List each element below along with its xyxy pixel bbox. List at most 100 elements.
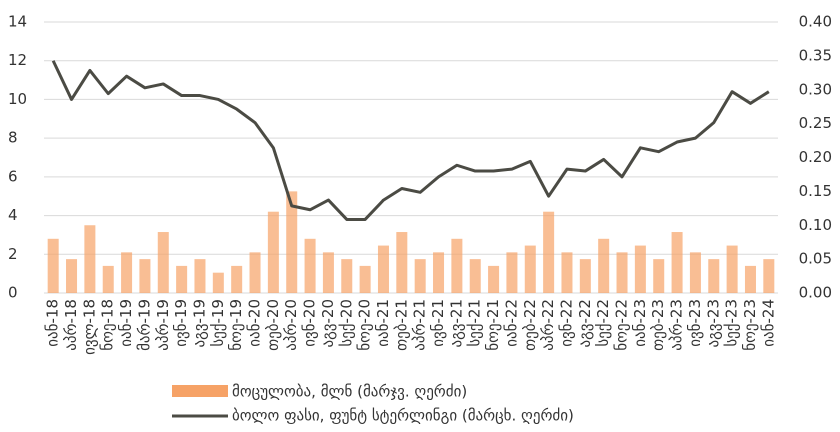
volume-bar (231, 265, 243, 293)
volume-bar (451, 238, 463, 293)
x-tick-label: ნოე-18 (99, 299, 117, 351)
volume-bar (102, 265, 114, 293)
x-tick-label: სექ-21 (466, 299, 484, 347)
y2-tick-label: 0.10 (799, 216, 832, 234)
y2-tick-label: 0.05 (799, 250, 832, 268)
volume-bar (84, 225, 96, 293)
x-tick-label: მარ-19 (135, 299, 153, 351)
volume-bar (469, 259, 481, 293)
x-tick-label: ივნ-22 (557, 299, 575, 347)
y-tick-label: 2 (8, 245, 18, 263)
x-tick-label: თებ-21 (392, 299, 410, 351)
volume-bar (543, 211, 555, 293)
x-tick-label: სექ-20 (337, 299, 355, 347)
y-tick-label: 6 (8, 167, 18, 185)
volume-bar (396, 232, 408, 293)
y2-tick-label: 0.30 (799, 80, 832, 98)
volume-bar (157, 232, 169, 293)
volume-bar (763, 259, 775, 293)
volume-bar (433, 252, 445, 293)
x-tick-label: სექ-19 (209, 299, 227, 347)
x-tick-label: ნოე-19 (227, 299, 245, 351)
x-tick-label: აპრ-19 (154, 299, 172, 351)
volume-bar (726, 245, 738, 293)
y2-tick-label: 0.35 (799, 46, 832, 64)
volume-bar (689, 252, 701, 293)
y-tick-label: 12 (8, 51, 27, 69)
legend-label: მოცულობა, მლნ (მარჯვ. ღერძი) (232, 383, 467, 401)
volume-bar (506, 252, 518, 293)
volume-bar (744, 265, 756, 293)
y-tick-label: 8 (8, 129, 18, 147)
y2-tick-label: 0.15 (799, 182, 832, 200)
x-tick-label: აგვ-21 (447, 299, 465, 348)
x-tick-label: ნოე-21 (484, 299, 502, 351)
x-tick-label: ივლ-18 (80, 299, 98, 355)
volume-bar (286, 191, 298, 293)
volume-bar (47, 238, 59, 293)
x-tick-label: აპრ-18 (62, 299, 80, 351)
volume-bar (176, 265, 188, 293)
x-tick-label: იან-23 (631, 299, 649, 347)
price-line (51, 60, 770, 221)
y2-tick-label: 0.20 (799, 148, 832, 166)
x-tick-label: ივნ-19 (172, 299, 190, 347)
volume-bar (322, 252, 334, 293)
x-tick-label: აგვ-20 (319, 299, 337, 348)
volume-bar (653, 259, 665, 293)
volume-bar (488, 265, 500, 293)
volume-bar (708, 259, 720, 293)
x-tick-label: აპრ-21 (411, 299, 429, 351)
volume-bar (267, 211, 279, 293)
x-tick-label: აპრ-20 (282, 299, 300, 351)
x-tick-label: იან-18 (44, 299, 62, 347)
volume-bar (341, 259, 353, 293)
volume-bar (579, 259, 591, 293)
volume-bar (304, 238, 316, 293)
volume-bar (359, 265, 371, 293)
x-tick-label: ნოე-20 (356, 299, 374, 351)
volume-bar (524, 245, 536, 293)
x-tick-label: იან-24 (759, 299, 777, 347)
volume-bar (212, 272, 224, 293)
volume-bar (66, 259, 78, 293)
x-tick-label: თებ-23 (649, 299, 667, 351)
volume-bar (616, 252, 628, 293)
x-tick-label: აგვ-19 (190, 299, 208, 348)
volume-bar (598, 238, 610, 293)
volume-bar (249, 252, 261, 293)
y2-tick-label: 0.25 (799, 114, 832, 132)
x-tick-label: აპრ-22 (539, 299, 557, 351)
x-tick-label: აგვ-23 (704, 299, 722, 348)
x-tick-label: სექ-22 (594, 299, 612, 347)
y2-tick-label: 0.40 (799, 13, 832, 31)
volume-bar (634, 245, 646, 293)
x-tick-label: ივნ-21 (429, 299, 447, 347)
x-tick-label: ნოე-23 (741, 299, 759, 351)
x-tick-label: იან-19 (117, 299, 135, 347)
y-tick-label: 4 (8, 206, 18, 224)
legend-swatch (172, 385, 228, 397)
x-tick-label: სექ-23 (723, 299, 741, 347)
x-tick-label: ნოე-22 (613, 299, 631, 351)
x-tick-label: იან-22 (502, 299, 520, 347)
volume-bar (561, 252, 573, 293)
volume-bar (194, 259, 206, 293)
x-tick-label: ივნ-20 (301, 299, 319, 347)
volume-bar (414, 259, 426, 293)
x-tick-label: თებ-22 (521, 299, 539, 351)
x-tick-label: ივნ-23 (686, 299, 704, 347)
volume-bar (377, 245, 389, 293)
x-tick-label: თებ-20 (264, 299, 282, 351)
volume-bar (121, 252, 133, 293)
y2-tick-label: 0.00 (799, 284, 832, 302)
y-tick-label: 14 (8, 13, 27, 31)
x-tick-label: იან-20 (246, 299, 264, 347)
y-tick-label: 0 (8, 284, 18, 302)
x-tick-label: აპრ-23 (668, 299, 686, 351)
y-tick-label: 10 (8, 90, 27, 108)
legend-label: ბოლო ფასი, ფუნტ სტერლინგი (მარცხ. ღერძი) (232, 407, 574, 425)
x-tick-label: აგვ-22 (576, 299, 594, 348)
x-tick-label: იან-21 (374, 299, 392, 347)
